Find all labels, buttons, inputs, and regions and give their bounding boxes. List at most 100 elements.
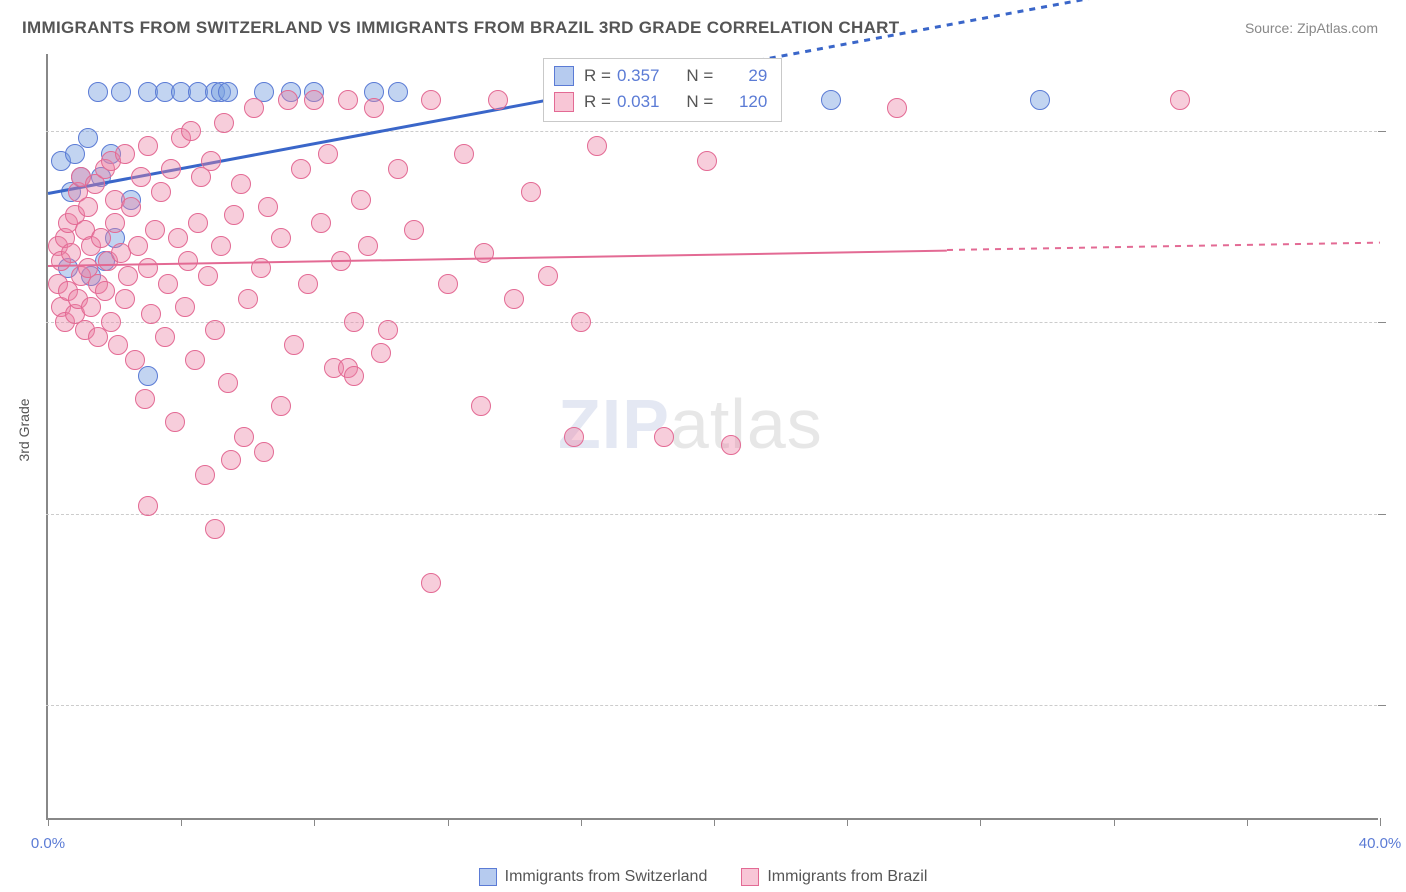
x-tick	[448, 818, 449, 826]
scatter-point	[291, 159, 311, 179]
legend-label-brazil: Immigrants from Brazil	[767, 868, 927, 886]
scatter-point	[224, 205, 244, 225]
scatter-point	[388, 159, 408, 179]
scatter-point	[178, 251, 198, 271]
x-tick-label: 40.0%	[1359, 835, 1402, 852]
x-tick	[48, 818, 49, 826]
stats-row: R = 0.357 N = 29	[554, 63, 767, 89]
scatter-point	[521, 182, 541, 202]
scatter-point	[108, 335, 128, 355]
gridline	[46, 705, 1382, 706]
x-tick	[1114, 818, 1115, 826]
legend-swatch-switzerland	[479, 868, 497, 886]
scatter-point	[78, 197, 98, 217]
gridline	[46, 131, 1382, 132]
scatter-point	[298, 274, 318, 294]
scatter-point	[388, 82, 408, 102]
scatter-point	[371, 343, 391, 363]
y-axis-title: 3rd Grade	[16, 398, 32, 461]
x-tick-label: 0.0%	[31, 835, 65, 852]
scatter-point	[471, 396, 491, 416]
watermark-atlas: atlas	[670, 385, 823, 463]
scatter-point	[125, 350, 145, 370]
trend-line	[947, 242, 1380, 251]
scatter-point	[231, 174, 251, 194]
scatter-point	[278, 90, 298, 110]
scatter-point	[195, 465, 215, 485]
scatter-point	[238, 289, 258, 309]
scatter-point	[338, 90, 358, 110]
scatter-point	[214, 113, 234, 133]
scatter-point	[1170, 90, 1190, 110]
scatter-point	[138, 136, 158, 156]
scatter-point	[78, 128, 98, 148]
scatter-point	[318, 144, 338, 164]
scatter-point	[161, 159, 181, 179]
stats-row: R = 0.031 N = 120	[554, 89, 767, 115]
legend-label-switzerland: Immigrants from Switzerland	[505, 868, 708, 886]
stats-swatch	[554, 92, 574, 112]
scatter-point	[141, 304, 161, 324]
scatter-point	[95, 281, 115, 301]
y-tick	[1378, 705, 1386, 706]
scatter-point	[344, 312, 364, 332]
scatter-point	[101, 312, 121, 332]
scatter-point	[115, 144, 135, 164]
source-label: Source:	[1245, 20, 1297, 36]
stat-value-r: 0.031	[617, 89, 665, 115]
scatter-point	[821, 90, 841, 110]
scatter-point	[564, 427, 584, 447]
chart-title: IMMIGRANTS FROM SWITZERLAND VS IMMIGRANT…	[22, 18, 899, 38]
scatter-point	[344, 366, 364, 386]
scatter-point	[697, 151, 717, 171]
legend-swatch-brazil	[741, 868, 759, 886]
scatter-point	[205, 320, 225, 340]
y-tick	[1378, 514, 1386, 515]
scatter-point	[244, 98, 264, 118]
scatter-point	[138, 496, 158, 516]
scatter-point	[61, 243, 81, 263]
legend: Immigrants from Switzerland Immigrants f…	[0, 868, 1406, 886]
watermark: ZIPatlas	[558, 384, 823, 464]
scatter-point	[234, 427, 254, 447]
x-tick	[980, 818, 981, 826]
x-tick	[314, 818, 315, 826]
gridline	[46, 514, 1382, 515]
scatter-point	[218, 82, 238, 102]
stat-value-n: 120	[719, 89, 767, 115]
scatter-point	[128, 236, 148, 256]
gridline	[46, 322, 1382, 323]
scatter-point	[254, 442, 274, 462]
scatter-point	[188, 213, 208, 233]
source-value: ZipAtlas.com	[1297, 20, 1378, 36]
stats-swatch	[554, 66, 574, 86]
scatter-point	[404, 220, 424, 240]
stat-value-n: 29	[719, 63, 767, 89]
scatter-point	[887, 98, 907, 118]
x-tick	[181, 818, 182, 826]
scatter-point	[538, 266, 558, 286]
scatter-point	[474, 243, 494, 263]
source-credit: Source: ZipAtlas.com	[1245, 20, 1378, 36]
x-tick	[714, 818, 715, 826]
scatter-point	[211, 236, 231, 256]
scatter-point	[721, 435, 741, 455]
scatter-point	[358, 236, 378, 256]
scatter-point	[138, 366, 158, 386]
scatter-point	[111, 82, 131, 102]
scatter-point	[221, 450, 241, 470]
stat-key-r: R =	[584, 63, 611, 89]
stat-key-n: N =	[686, 89, 713, 115]
y-tick	[1378, 131, 1386, 132]
scatter-point	[571, 312, 591, 332]
x-tick	[1380, 818, 1381, 826]
scatter-point	[364, 98, 384, 118]
scatter-point	[271, 396, 291, 416]
scatter-point	[165, 412, 185, 432]
stat-key-r: R =	[584, 89, 611, 115]
scatter-point	[587, 136, 607, 156]
scatter-point	[311, 213, 331, 233]
scatter-point	[88, 82, 108, 102]
scatter-point	[201, 151, 221, 171]
scatter-point	[488, 90, 508, 110]
